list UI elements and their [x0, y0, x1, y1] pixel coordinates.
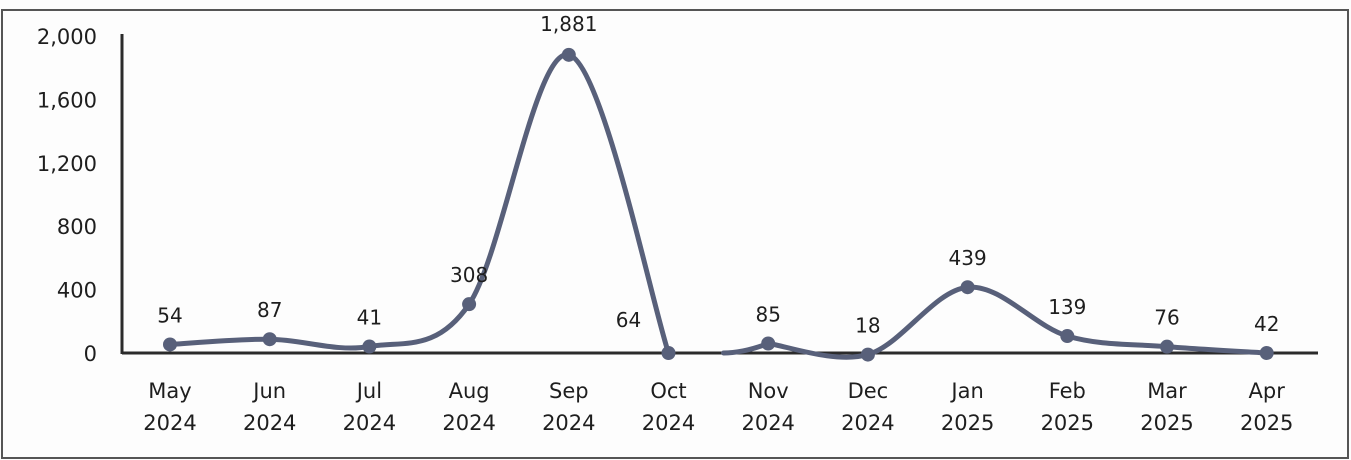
- data-label: 139: [1048, 295, 1086, 319]
- data-label: 1,881: [540, 12, 597, 36]
- x-tick-label: Jun 2024: [243, 379, 296, 435]
- data-point: [761, 336, 776, 351]
- data-label: 308: [450, 263, 488, 287]
- x-tick-label: Aug 2024: [442, 379, 495, 435]
- data-label: 64: [616, 308, 641, 332]
- data-label: 87: [257, 298, 282, 322]
- x-tick-label: Feb 2025: [1041, 379, 1094, 435]
- series-line: [167, 52, 671, 356]
- data-point: [860, 347, 875, 362]
- data-label: 439: [949, 246, 987, 270]
- x-tick-label: Dec 2024: [841, 379, 894, 435]
- data-label: 54: [157, 303, 182, 327]
- data-point: [163, 337, 177, 352]
- y-tick-label: 2,000: [37, 25, 97, 49]
- x-tick-label: Sep 2024: [542, 379, 595, 435]
- data-point: [561, 47, 576, 62]
- chart-border: [1, 9, 1349, 459]
- data-point: [1259, 346, 1274, 360]
- data-label: 85: [755, 302, 780, 326]
- x-tick-label: May 2024: [143, 379, 196, 435]
- x-tick-label: Apr 2025: [1240, 379, 1293, 435]
- y-tick-label: 400: [57, 279, 97, 303]
- data-point: [362, 339, 377, 354]
- y-tick-label: 800: [57, 215, 97, 239]
- x-tick-label: Oct 2024: [642, 379, 695, 435]
- data-point: [661, 346, 676, 360]
- data-label: 76: [1154, 306, 1179, 330]
- x-tick-label: Mar 2025: [1140, 379, 1193, 435]
- data-label: 41: [357, 306, 382, 330]
- data-point: [960, 280, 975, 295]
- y-tick-label: 0: [84, 342, 97, 366]
- series-line: [765, 284, 1270, 360]
- x-tick-label: Jul 2024: [343, 379, 396, 435]
- data-point: [462, 297, 477, 312]
- x-tick-label: Nov 2024: [741, 379, 794, 435]
- data-point: [1160, 339, 1174, 354]
- data-point: [1060, 329, 1075, 344]
- y-tick-label: 1,600: [37, 88, 97, 112]
- data-label: 18: [855, 314, 880, 338]
- x-tick-label: Jan 2025: [941, 379, 994, 435]
- data-point: [262, 332, 277, 347]
- data-label: 42: [1254, 312, 1279, 336]
- y-tick-label: 1,200: [37, 152, 97, 176]
